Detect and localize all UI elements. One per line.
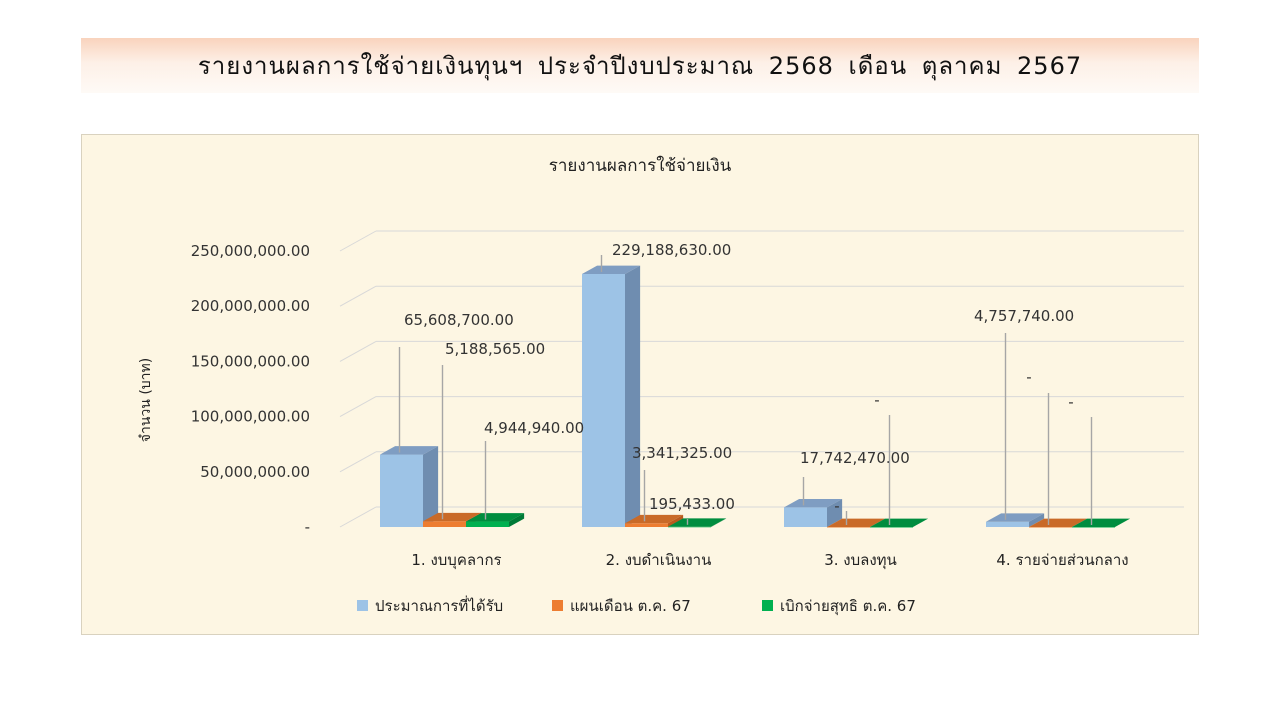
chart-grid: - 50,000,000.00 100,000,000.00 150,000,000.… bbox=[191, 230, 1184, 536]
bar-side bbox=[668, 514, 684, 527]
gridline-depth bbox=[339, 230, 377, 252]
gridline-depth bbox=[339, 285, 377, 307]
bar-side bbox=[827, 499, 843, 527]
chart-legend: ประมาณการที่ได้รับ แผนเดือน ต.ค. 67 เบิกจ่… bbox=[357, 595, 916, 616]
y-tick-label: 150,000,000.00 bbox=[191, 352, 310, 370]
data-label: - bbox=[834, 497, 839, 515]
bar-side bbox=[711, 518, 727, 527]
bar-side bbox=[423, 446, 439, 527]
y-tick-label: 100,000,000.00 bbox=[191, 408, 310, 426]
budget-bar-chart: - 50,000,000.00 100,000,000.00 150,000,000.… bbox=[138, 155, 1184, 616]
data-label: - bbox=[1026, 368, 1031, 386]
data-label: 3,341,325.00 bbox=[632, 444, 732, 462]
chart-data-labels: 65,608,700.00 5,188,565.00 4,944,940.00 1. … bbox=[398, 241, 1129, 570]
bar-top bbox=[827, 518, 886, 527]
data-label: 17,742,470.00 bbox=[800, 449, 910, 467]
bar bbox=[827, 527, 870, 528]
x-category-label: 1. งบบุคลากร bbox=[411, 551, 501, 570]
bar bbox=[625, 523, 668, 527]
bar-side bbox=[1029, 513, 1045, 527]
bar-top bbox=[1029, 518, 1088, 527]
legend-swatch bbox=[552, 600, 563, 611]
bar bbox=[582, 273, 625, 527]
data-label: - bbox=[874, 391, 879, 409]
bar bbox=[423, 521, 466, 527]
bar bbox=[380, 454, 423, 527]
legend-swatch bbox=[762, 600, 773, 611]
y-axis-label: จำนวน (บาท) bbox=[138, 358, 154, 442]
bar bbox=[1029, 527, 1072, 528]
chart-panel: - 50,000,000.00 100,000,000.00 150,000,000.… bbox=[81, 134, 1199, 635]
data-label: - bbox=[1068, 393, 1073, 411]
legend-entry: เบิกจ่ายสุทธิ ต.ค. 67 bbox=[780, 597, 916, 616]
bar bbox=[1072, 527, 1115, 528]
bar-top bbox=[380, 446, 439, 455]
data-label: 229,188,630.00 bbox=[612, 241, 731, 259]
bar-top bbox=[423, 512, 482, 522]
legend-swatch bbox=[357, 600, 368, 611]
bar-top bbox=[784, 499, 843, 508]
page-title: รายงานผลการใช้จ่ายเงินทุนฯ ประจำปีงบประม… bbox=[197, 52, 1083, 80]
bar-top bbox=[668, 518, 727, 527]
gridline-depth bbox=[339, 451, 377, 473]
data-label: 4,757,740.00 bbox=[974, 307, 1074, 325]
bar bbox=[986, 521, 1029, 527]
legend-entry: แผนเดือน ต.ค. 67 bbox=[570, 597, 691, 615]
bar bbox=[668, 526, 711, 528]
y-tick-label: 200,000,000.00 bbox=[191, 297, 310, 315]
x-category-label: 3. งบลงทุน bbox=[824, 551, 897, 570]
gridline-depth bbox=[339, 396, 377, 418]
bar-side bbox=[509, 513, 525, 527]
y-tick-label: 50,000,000.00 bbox=[200, 463, 310, 481]
gridline-depth bbox=[339, 506, 377, 528]
bar-top bbox=[1072, 518, 1131, 527]
report-banner: รายงานผลการใช้จ่ายเงินทุนฯ ประจำปีงบประม… bbox=[81, 38, 1199, 93]
bar-side bbox=[625, 265, 641, 527]
data-label: 4,944,940.00 bbox=[484, 419, 584, 437]
bar-top bbox=[986, 513, 1045, 522]
legend-entry: ประมาณการที่ได้รับ bbox=[375, 595, 503, 615]
bar bbox=[870, 527, 913, 528]
chart-title: รายงานผลการใช้จ่ายเงิน bbox=[549, 155, 732, 176]
bar bbox=[466, 521, 509, 527]
x-category-label: 2. งบดำเนินงาน bbox=[606, 551, 712, 569]
bar-top bbox=[582, 265, 641, 274]
x-category-label: 4. รายจ่ายส่วนกลาง bbox=[996, 551, 1128, 569]
bar bbox=[784, 507, 827, 527]
chart-bars bbox=[380, 265, 1131, 528]
bar-top bbox=[466, 513, 525, 522]
y-tick-label: 250,000,000.00 bbox=[191, 242, 310, 260]
gridline-depth bbox=[339, 340, 377, 362]
data-label: 195,433.00 bbox=[649, 495, 735, 513]
y-tick-label: - bbox=[305, 518, 310, 536]
data-label: 65,608,700.00 bbox=[404, 311, 514, 329]
bar-top bbox=[870, 518, 929, 527]
data-label: 5,188,565.00 bbox=[445, 340, 545, 358]
bar-top bbox=[625, 514, 684, 524]
